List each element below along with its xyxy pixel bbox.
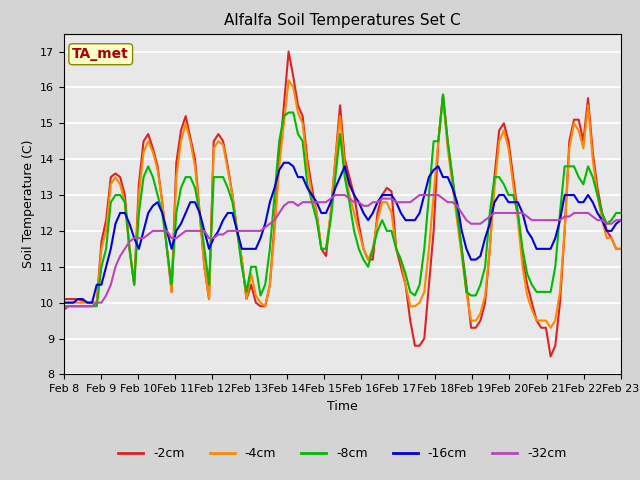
- Y-axis label: Soil Temperature (C): Soil Temperature (C): [22, 140, 35, 268]
- Text: TA_met: TA_met: [72, 47, 129, 61]
- Legend: -2cm, -4cm, -8cm, -16cm, -32cm: -2cm, -4cm, -8cm, -16cm, -32cm: [113, 442, 572, 465]
- Title: Alfalfa Soil Temperatures Set C: Alfalfa Soil Temperatures Set C: [224, 13, 461, 28]
- X-axis label: Time: Time: [327, 400, 358, 413]
